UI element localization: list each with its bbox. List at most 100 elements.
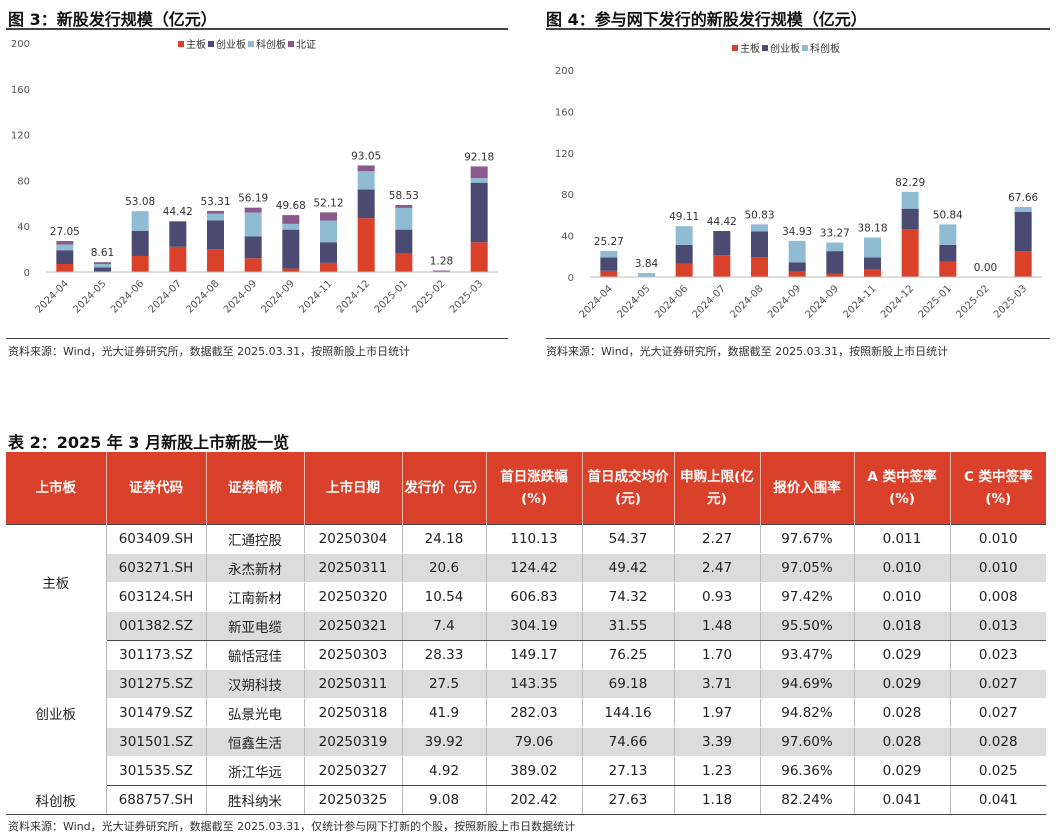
cell-code: 301501.SZ <box>105 727 207 757</box>
cell-code: 301173.SZ <box>105 639 207 670</box>
cell-quote-rate: 97.67% <box>759 523 855 554</box>
bar-segment <box>207 220 224 250</box>
bar-total-label: 38.18 <box>857 222 887 234</box>
bar-total-label: 67.66 <box>1008 192 1038 204</box>
fig3-chart: 0 40 80 120 160 200 主板 创业板 科创板 北证 27.05 2024-04 8.61… <box>11 38 498 316</box>
ipo-table: 上市板 证券代码 证券简称 上市日期 发行价（元） 首日涨跌幅(%) 首日成交均价(元) 申购… <box>6 452 1046 815</box>
cell-date: 20250303 <box>303 639 403 670</box>
bar-segment <box>56 250 74 264</box>
cell-c-class-rate: 0.013 <box>949 611 1046 641</box>
table-row: 301479.SZ 弘景光电 20250318 41.9 282.03 144.16 1.9… <box>6 698 1046 728</box>
bar-segment <box>939 244 957 262</box>
cell-price: 27.5 <box>401 669 487 699</box>
cell-subscription-cap: 2.27 <box>673 523 761 554</box>
bar-total-label: 49.68 <box>276 200 306 212</box>
cell-name: 胜科纳米 <box>205 784 305 815</box>
x-tick-label: 2024-07 <box>147 278 184 315</box>
bar-segment <box>56 263 74 272</box>
y-tick-label: 200 <box>555 66 574 77</box>
legend-label: 主板 <box>740 42 760 55</box>
cell-price: 9.08 <box>401 784 487 815</box>
bar-segment <box>901 191 919 209</box>
x-tick-label: 2024-11 <box>841 283 878 320</box>
col-header-c-class-rate: C 类中签率(%) <box>949 452 1046 524</box>
y-tick-label: 120 <box>555 149 574 160</box>
bar-total-label: 44.42 <box>163 206 193 218</box>
cell-a-class-rate: 0.028 <box>853 698 951 728</box>
bar-segment <box>320 242 337 263</box>
x-tick-label: 2024-05 <box>71 278 108 315</box>
bar-segment <box>901 208 919 230</box>
bar-total-label: 93.05 <box>351 150 381 162</box>
bar-segment <box>939 224 957 245</box>
cell-code: 301479.SZ <box>105 698 207 728</box>
cell-name: 恒鑫生活 <box>205 727 305 757</box>
bar-segment <box>320 262 337 272</box>
bar-segment <box>864 269 881 277</box>
bar-segment <box>320 212 337 221</box>
cell-quote-rate: 82.24% <box>759 784 855 815</box>
x-tick-label: 2024-07 <box>691 283 728 320</box>
cell-c-class-rate: 0.023 <box>949 639 1046 670</box>
cell-first-day-change: 110.13 <box>485 523 583 554</box>
table-row: 主板 603409.SH 汇通控股 20250304 24.18 110.13 54.37 2… <box>6 523 1046 641</box>
bar-segment <box>675 226 693 245</box>
bar-segment <box>94 263 111 268</box>
cell-first-day-avg-price: 74.66 <box>581 727 675 757</box>
cell-quote-rate: 94.69% <box>759 669 855 699</box>
cell-subscription-cap: 0.93 <box>673 582 761 612</box>
cell-c-class-rate: 0.008 <box>949 582 1046 612</box>
bar-segment <box>169 221 187 247</box>
bar-segment <box>675 244 693 264</box>
cell-first-day-avg-price: 49.42 <box>581 553 675 583</box>
bar-segment <box>470 178 488 183</box>
table-row: 301275.SZ 汉朔科技 20250311 27.5 143.35 69.18 3.71… <box>6 669 1046 699</box>
y-tick-label: 160 <box>11 85 30 96</box>
bar-segment <box>320 220 337 243</box>
x-tick-label: 2025-03 <box>992 283 1029 320</box>
board-cell: 科创板 <box>6 784 107 815</box>
x-tick-label: 2025-01 <box>373 278 410 315</box>
cell-subscription-cap: 1.97 <box>673 698 761 728</box>
bar-segment <box>395 204 413 208</box>
cell-price: 10.54 <box>401 582 487 612</box>
bar-total-label: 50.83 <box>744 209 774 221</box>
bar-segment <box>357 218 375 272</box>
cell-subscription-cap: 2.47 <box>673 553 761 583</box>
bar-total-label: 50.84 <box>933 209 963 221</box>
cell-first-day-avg-price: 31.55 <box>581 611 675 641</box>
cell-code: 688757.SH <box>105 784 207 815</box>
cell-date: 20250327 <box>303 756 403 786</box>
cell-quote-rate: 93.47% <box>759 639 855 670</box>
cell-date: 20250325 <box>303 784 403 815</box>
bar-segment <box>282 268 300 272</box>
cell-date: 20250304 <box>303 523 403 554</box>
table-row: 301501.SZ 恒鑫生活 20250319 39.92 79.06 74.66 3.39… <box>6 727 1046 757</box>
bar-segment <box>395 253 413 272</box>
col-header-quote-rate: 报价入围率 <box>759 452 855 524</box>
bar-total-label: 58.53 <box>389 190 419 202</box>
x-tick-label: 2024-09 <box>222 278 259 315</box>
table-title: 表 2：2025 年 3 月新股上市新股一览 <box>8 433 290 452</box>
cell-a-class-rate: 0.010 <box>853 582 951 612</box>
x-tick-label: 2024-08 <box>184 278 221 315</box>
x-tick-label: 2024-06 <box>653 283 690 320</box>
y-tick-label: 40 <box>17 222 30 233</box>
bar-total-label: 44.42 <box>707 216 737 228</box>
bar-segment <box>433 270 450 272</box>
x-tick-label: 2024-04 <box>34 278 71 315</box>
cell-code: 603271.SH <box>105 553 207 583</box>
legend-label: 主板 <box>186 38 206 51</box>
cell-first-day-change: 282.03 <box>485 698 583 728</box>
y-tick-label: 80 <box>17 176 30 187</box>
cell-first-day-change: 202.42 <box>485 784 583 815</box>
bar-segment <box>56 241 74 245</box>
cell-code: 603409.SH <box>105 523 207 554</box>
cell-quote-rate: 96.36% <box>759 756 855 786</box>
x-tick-label: 2024-09 <box>766 283 803 320</box>
cell-a-class-rate: 0.029 <box>853 669 951 699</box>
bar-total-label: 25.27 <box>594 236 624 248</box>
table-row: 创业板 301173.SZ 毓恬冠佳 20250303 28.33 149.17 76.25… <box>6 639 1046 786</box>
cell-quote-rate: 97.60% <box>759 727 855 757</box>
x-tick-label: 2025-03 <box>448 278 485 315</box>
